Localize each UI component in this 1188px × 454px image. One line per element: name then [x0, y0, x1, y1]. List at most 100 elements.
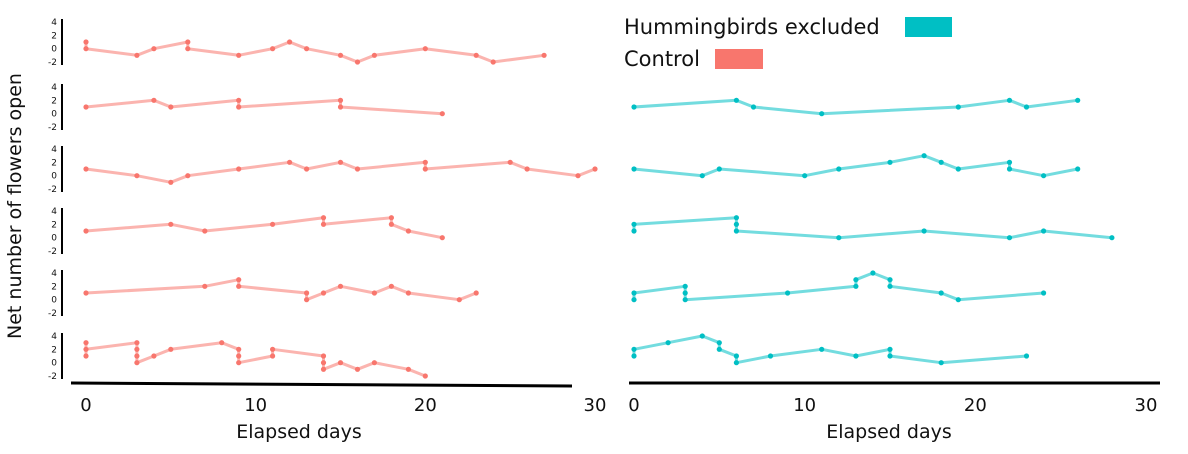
control-data-point: [337, 52, 344, 58]
control-data-point: [337, 104, 344, 110]
hummingbirds_excluded-data-point: [716, 346, 722, 352]
control-data-point: [507, 159, 513, 165]
y-tick-label: 0: [51, 45, 57, 55]
control-data-point: [304, 166, 310, 172]
hummingbirds_excluded-data-point: [631, 166, 637, 172]
y-tick-label: 4: [51, 207, 57, 217]
control-data-point: [202, 228, 208, 234]
control-data-point: [439, 111, 445, 117]
y-tick-label: 4: [51, 332, 57, 342]
hummingbirds_excluded-data-point: [1109, 235, 1115, 241]
hummingbirds_excluded-data-point: [955, 104, 961, 110]
hummingbirds_excluded-data-point: [1006, 235, 1013, 241]
control-data-point: [575, 173, 581, 179]
hummingbirds_excluded-data-point: [733, 228, 740, 234]
control-data-point: [592, 166, 598, 172]
control-data-point: [236, 104, 242, 110]
x-tick-label: 0: [80, 395, 91, 416]
control-series-line: [84, 98, 444, 116]
y-tick-label: 2: [51, 158, 57, 168]
x-tick-label: 10: [793, 395, 816, 416]
x-tick-labels-left: 0 10 20 30: [80, 395, 606, 416]
control-data-point: [236, 166, 242, 172]
control-data-point: [83, 104, 89, 110]
hummingbirds_excluded-data-point: [1041, 290, 1047, 296]
control-data-point: [83, 340, 89, 346]
hummingbirds_excluded-data-point: [631, 353, 637, 359]
control-data-point: [337, 283, 344, 289]
y-tick-label: -2: [48, 372, 57, 382]
control-data-point: [236, 277, 242, 283]
hummingbirds_excluded-series-line: [632, 216, 1114, 240]
hummingbirds_excluded-data-point: [631, 221, 637, 227]
x-tick-label: 20: [414, 395, 437, 416]
control-data-point: [83, 166, 89, 172]
hummingbirds_excluded-data-point: [938, 290, 944, 296]
x-tick-label: 0: [628, 395, 639, 416]
hummingbirds_excluded-data-point: [870, 270, 876, 276]
control-data-point: [320, 290, 327, 296]
control-data-point: [151, 46, 157, 52]
control-data-point: [236, 360, 242, 366]
control-data-point: [185, 46, 191, 52]
hummingbirds_excluded-data-point: [938, 159, 944, 165]
hummingbirds_excluded-data-point: [938, 360, 944, 366]
control-data-point: [405, 366, 411, 372]
control-data-point: [337, 97, 344, 103]
y-tick-label: 2: [51, 220, 57, 230]
hummingbirds_excluded-series-line: [632, 154, 1080, 178]
control-data-point: [134, 340, 140, 346]
hummingbirds_excluded-data-point: [631, 346, 637, 352]
hummingbirds_excluded-data-point: [802, 173, 808, 179]
control-series-line: [84, 40, 546, 64]
control-data-point: [439, 235, 445, 241]
hummingbirds_excluded-data-point: [1023, 353, 1030, 359]
hummingbirds_excluded-data-point: [631, 228, 637, 234]
hummingbirds_excluded-data-point: [750, 104, 757, 110]
hummingbirds_excluded-data-point: [836, 166, 842, 172]
y-tick-label: 2: [51, 96, 57, 106]
control-data-point: [422, 166, 428, 172]
control-data-point: [236, 283, 242, 289]
control-data-point: [304, 297, 310, 303]
hummingbirds_excluded-data-point: [1041, 228, 1047, 234]
control-data-point: [371, 360, 377, 366]
x-tick-label: 30: [1135, 395, 1158, 416]
y-tick-label: -2: [48, 247, 57, 257]
hummingbirds_excluded-data-point: [699, 333, 705, 339]
control-data-point: [422, 159, 428, 165]
control-data-point: [490, 59, 496, 65]
control-data-point: [134, 173, 140, 179]
hummingbirds_excluded-data-point: [1006, 97, 1013, 103]
control-data-point: [151, 353, 157, 359]
control-data-point: [388, 215, 394, 221]
control-data-point: [83, 353, 89, 359]
hummingbirds_excluded-data-point: [887, 159, 893, 165]
legend-swatch-hummingbirds-excluded: [905, 17, 952, 37]
control-data-point: [236, 346, 242, 352]
hummingbirds_excluded-data-point: [921, 228, 927, 234]
legend-label-control: Control: [624, 47, 700, 71]
hummingbirds_excluded-data-point: [1041, 173, 1047, 179]
hummingbirds_excluded-data-point: [733, 97, 740, 103]
y-tick-label: -2: [48, 309, 57, 319]
y-tick-label: 2: [51, 345, 57, 355]
hummingbirds_excluded-data-point: [887, 353, 893, 359]
legend-label-hummingbirds-excluded: Hummingbirds excluded: [624, 15, 880, 39]
hummingbirds_excluded-series-line: [632, 271, 1046, 302]
control-data-point: [320, 221, 327, 227]
x-tick-labels-right: 0 10 20 30: [628, 395, 1157, 416]
hummingbirds_excluded-data-point: [853, 277, 859, 283]
hummingbirds_excluded-series-line: [632, 98, 1080, 116]
x-tick-label: 20: [964, 395, 987, 416]
control-data-point: [236, 52, 242, 58]
control-data-point: [304, 46, 310, 52]
hummingbirds_excluded-data-point: [836, 235, 842, 241]
hummingbirds_excluded-data-point: [733, 221, 740, 227]
hummingbirds_excluded-data-point: [955, 297, 961, 303]
control-data-point: [168, 104, 174, 110]
y-tick-label: 0: [51, 234, 57, 244]
control-data-point: [134, 52, 140, 58]
control-data-point: [202, 283, 208, 289]
y-axes: 4 2 0 -2 4 2 0 -2 4 2 0 -2 4 2 0 -2 4 2 0 -2 4 2 0 -2: [48, 18, 63, 382]
